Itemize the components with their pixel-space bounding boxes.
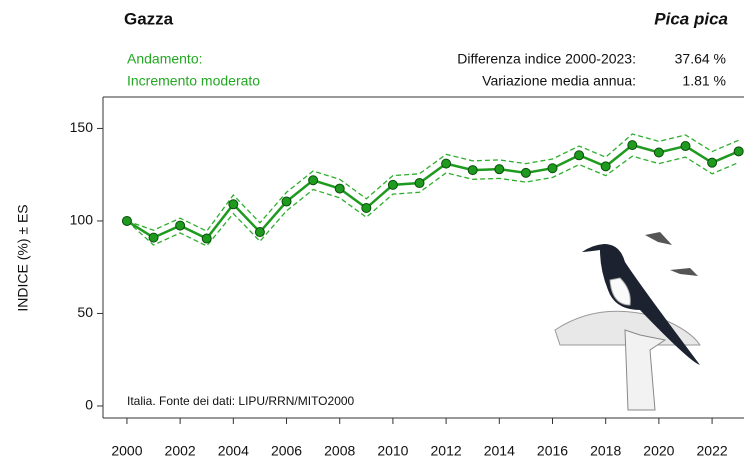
data-point <box>680 141 691 152</box>
upper-error-band <box>126 133 739 232</box>
x-tick-label: 2008 <box>324 443 355 459</box>
source-note: Italia. Fonte dei dati: LIPU/RRN/MITO200… <box>127 394 355 408</box>
x-tick-label: 2010 <box>377 443 408 459</box>
data-point <box>361 203 372 214</box>
x-tick-label: 2018 <box>590 443 621 459</box>
x-tick-label: 2014 <box>484 443 515 459</box>
y-axis-label: INDICE (%) ± ES <box>15 204 31 311</box>
data-point <box>175 220 186 231</box>
x-tick-label: 2016 <box>537 443 568 459</box>
trend-label: Andamento: <box>127 51 203 67</box>
data-point <box>254 227 265 238</box>
data-point <box>707 157 718 168</box>
y-tick-label: 150 <box>70 119 94 135</box>
data-point <box>494 164 505 175</box>
trend: Incremento moderato <box>127 73 260 89</box>
stat-value: 1.81 % <box>682 73 726 89</box>
stat-label: Variazione media annua: <box>482 73 636 89</box>
data-point <box>467 165 478 176</box>
x-tick-label: 2006 <box>271 443 302 459</box>
data-point <box>334 183 345 194</box>
y-tick-label: 100 <box>70 212 94 228</box>
data-point <box>201 233 212 244</box>
x-tick-label: 2000 <box>111 443 142 459</box>
data-point <box>520 167 531 178</box>
stat-label: Differenza indice 2000-2023: <box>457 51 636 67</box>
x-tick-label: 2012 <box>431 443 462 459</box>
species-name: Pica pica <box>654 9 728 28</box>
index-line <box>126 143 740 241</box>
data-point <box>653 147 664 158</box>
chart-title: Gazza <box>124 9 174 28</box>
data-point <box>281 196 292 207</box>
data-point <box>308 175 319 186</box>
x-tick-label: 2020 <box>643 443 674 459</box>
data-point <box>121 215 132 226</box>
data-point <box>148 232 159 243</box>
magpie-illustration <box>554 232 701 411</box>
data-point <box>574 150 585 161</box>
stat-value: 37.64 % <box>675 51 726 67</box>
data-point <box>387 179 398 190</box>
x-tick-label: 2002 <box>165 443 196 459</box>
data-point <box>733 146 744 157</box>
data-point <box>228 199 239 210</box>
data-point <box>627 140 638 151</box>
x-tick-label: 2004 <box>218 443 249 459</box>
y-tick-label: 50 <box>77 304 93 320</box>
x-tick-label: 2022 <box>697 443 728 459</box>
data-point <box>414 178 425 189</box>
data-point <box>600 161 611 172</box>
y-tick-label: 0 <box>85 397 93 413</box>
lower-error-band <box>126 155 739 247</box>
data-point <box>441 158 452 169</box>
data-point <box>547 163 558 174</box>
